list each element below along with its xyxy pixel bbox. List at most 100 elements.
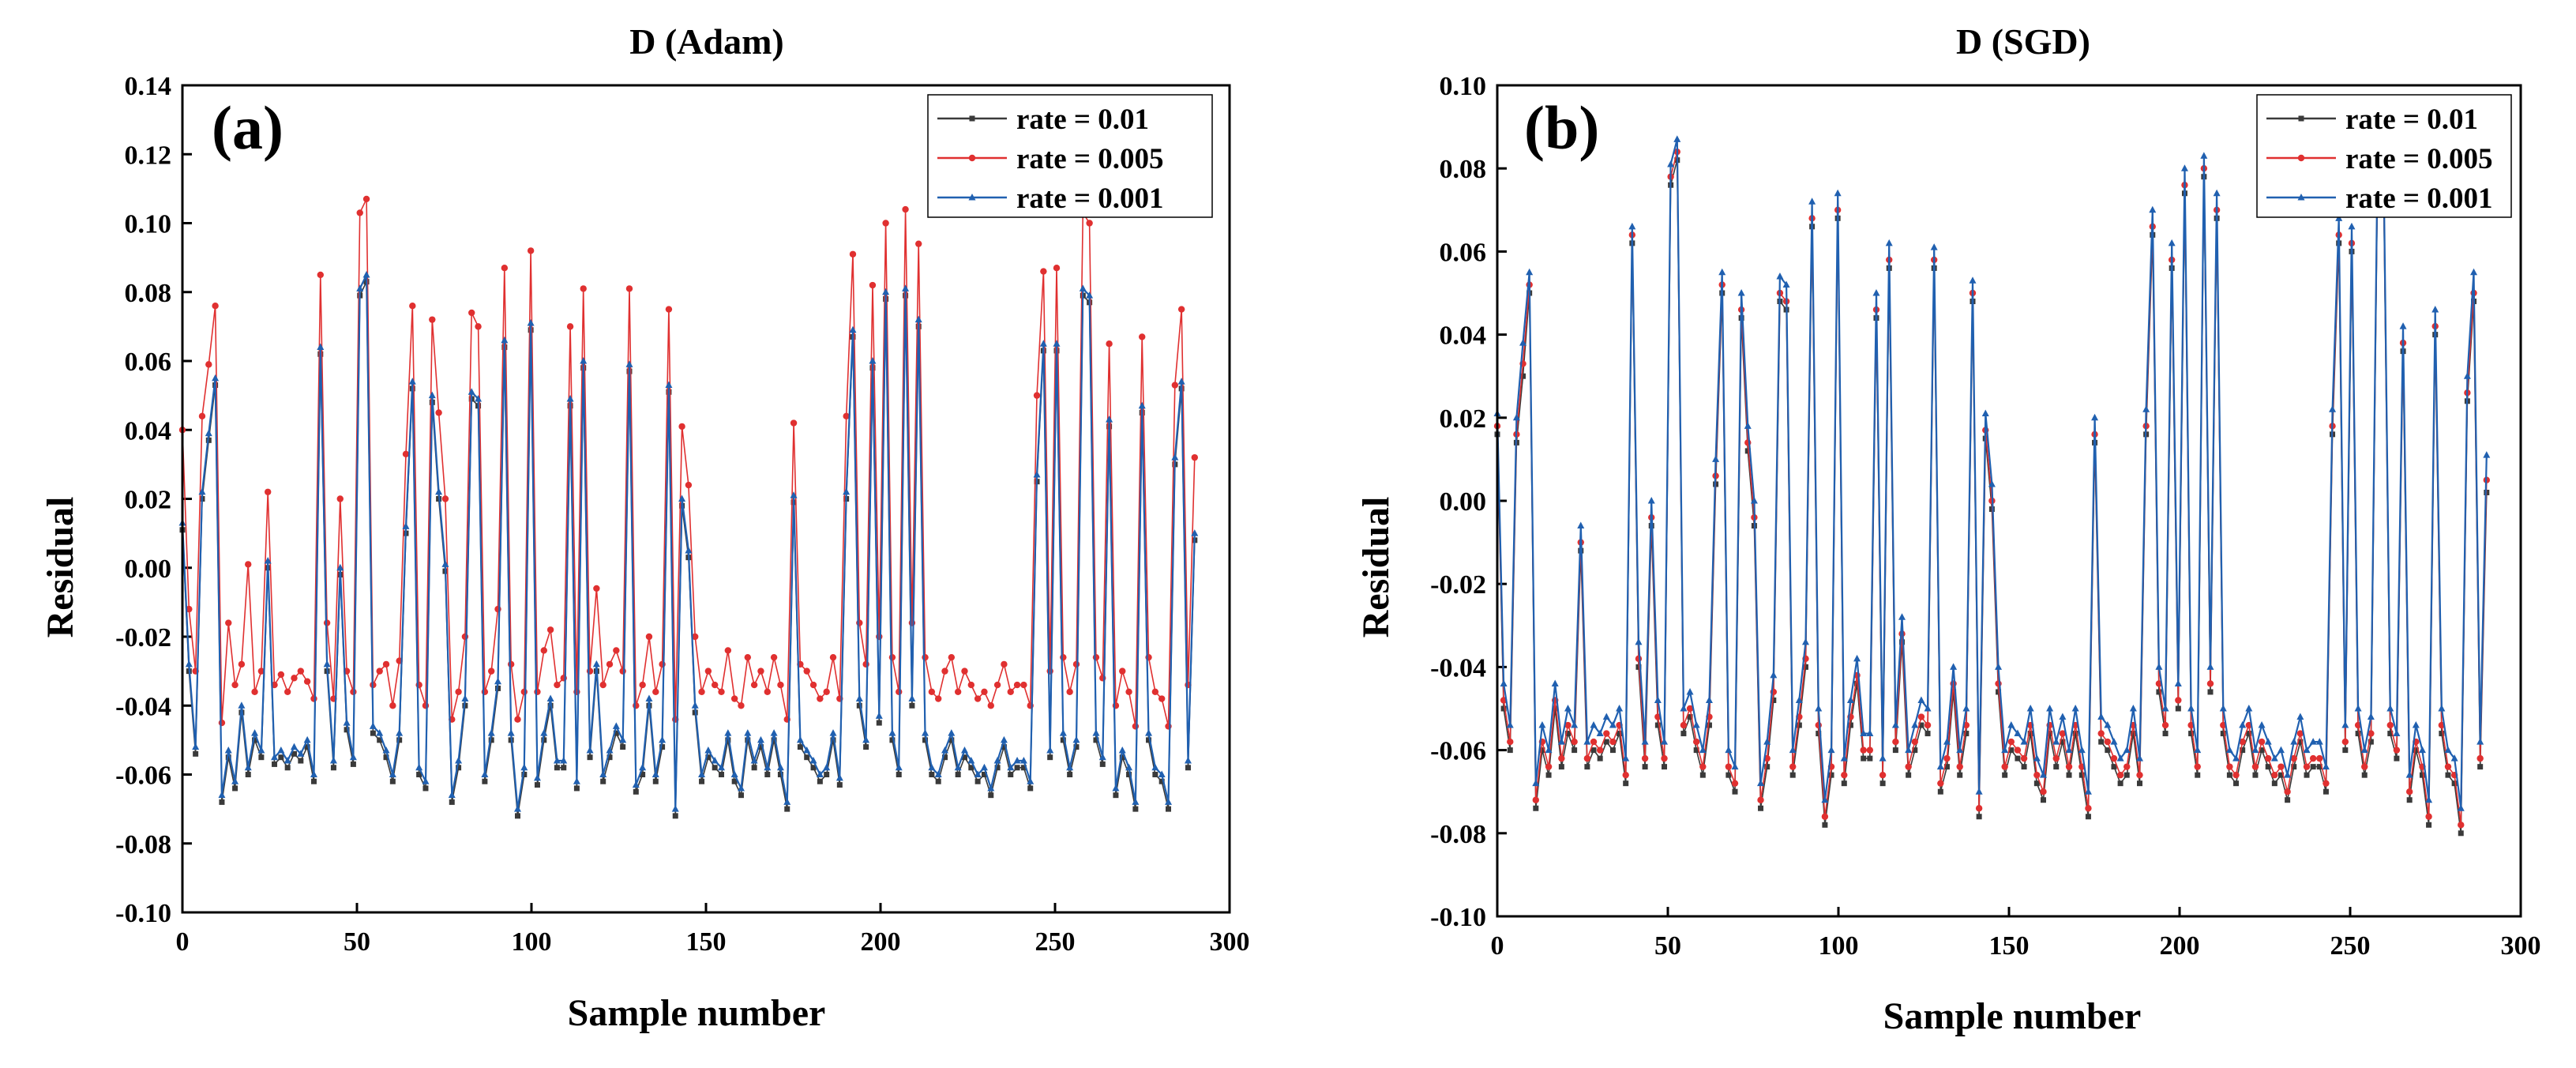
data-point: [843, 487, 851, 495]
data-point: [1699, 763, 1707, 770]
x-tick-label: 150: [1989, 931, 2030, 961]
data-point: [730, 695, 738, 702]
data-point: [1879, 780, 1886, 787]
data-point: [2111, 764, 2117, 770]
data-point: [435, 487, 443, 495]
data-point: [1841, 771, 1848, 779]
data-point: [922, 653, 929, 661]
data-point: [712, 765, 718, 771]
panel-tag: (b): [1524, 93, 1599, 162]
data-point: [566, 323, 574, 330]
y-tick-label: 0.10: [1440, 72, 1487, 101]
data-point: [2194, 763, 2201, 770]
data-point: [2129, 705, 2137, 712]
data-point: [968, 765, 974, 771]
data-point: [2309, 754, 2317, 762]
plot-area: [1493, 135, 2491, 837]
x-tick-label: 50: [344, 927, 370, 957]
data-point: [1622, 754, 1630, 762]
data-point: [1744, 422, 1752, 429]
data-point: [448, 791, 456, 799]
data-point: [336, 563, 344, 571]
data-point: [1609, 738, 1617, 746]
data-point: [895, 763, 903, 771]
data-point: [1744, 448, 1751, 454]
data-point: [382, 746, 390, 754]
data-point: [389, 778, 396, 784]
data-point: [1821, 813, 1829, 820]
data-point: [396, 729, 404, 736]
data-point: [2387, 731, 2394, 737]
data-point: [1151, 688, 1159, 695]
data-point: [1732, 788, 1738, 795]
data-point: [2355, 731, 2361, 737]
data-point: [600, 778, 606, 784]
data-point: [2206, 680, 2214, 687]
data-point: [580, 285, 587, 292]
data-point: [1532, 796, 1540, 803]
data-point: [298, 758, 304, 764]
data-point: [1000, 735, 1008, 743]
data-point: [2290, 754, 2297, 762]
data-point: [520, 763, 528, 771]
data-point: [640, 772, 646, 777]
data-point: [461, 694, 469, 702]
data-point: [218, 791, 226, 799]
data-point: [383, 754, 389, 761]
data-point: [1699, 746, 1707, 754]
data-point: [1686, 687, 1694, 695]
y-tick-label: 0.06: [125, 348, 172, 377]
data-point: [2393, 729, 2401, 737]
data-point: [2450, 754, 2458, 762]
data-point: [487, 668, 495, 675]
data-point: [659, 744, 666, 750]
data-point: [1132, 723, 1140, 730]
data-point: [967, 757, 975, 764]
data-point: [1641, 738, 1649, 745]
data-point: [1158, 695, 1166, 702]
data-point: [974, 778, 981, 784]
data-point: [1917, 713, 1925, 720]
data-point: [1757, 796, 1764, 803]
data-point: [1558, 754, 1565, 762]
data-point: [1956, 763, 1963, 770]
data-point: [1053, 265, 1061, 272]
data-point: [2304, 772, 2310, 778]
data-point: [1924, 721, 1932, 729]
y-tick-label: 0.04: [125, 416, 172, 446]
data-point: [277, 746, 285, 754]
data-point: [2458, 830, 2464, 837]
legend-item: rate = 0.005: [937, 143, 1164, 175]
data-point: [2174, 679, 2182, 686]
legend-swatch-marker: [968, 194, 976, 201]
data-point: [2259, 747, 2265, 754]
data-point: [993, 757, 1001, 764]
data-point: [1988, 479, 1996, 487]
data-point: [2014, 746, 2022, 754]
data-point: [219, 799, 225, 805]
data-point: [2418, 746, 2426, 754]
data-point: [343, 719, 351, 726]
data-point: [711, 681, 719, 689]
data-point: [1138, 401, 1146, 409]
data-point: [2297, 739, 2304, 745]
data-point: [843, 412, 850, 419]
data-point: [1731, 780, 1739, 787]
x-tick-label: 250: [2330, 931, 2371, 961]
x-tick-label: 300: [1210, 927, 1250, 957]
data-point: [718, 688, 725, 695]
data-point: [2368, 739, 2374, 745]
data-point: [876, 720, 882, 726]
legend-label: rate = 0.001: [2345, 182, 2493, 215]
data-point: [468, 388, 475, 395]
data-point: [1512, 413, 1520, 421]
y-tick-label: -0.10: [1430, 903, 1486, 932]
data-point: [377, 737, 383, 743]
data-point: [520, 688, 528, 695]
data-point: [915, 240, 922, 247]
data-point: [362, 270, 370, 278]
data-point: [1789, 763, 1797, 770]
data-point: [783, 798, 791, 805]
data-point: [2220, 731, 2226, 737]
data-point: [764, 763, 772, 771]
